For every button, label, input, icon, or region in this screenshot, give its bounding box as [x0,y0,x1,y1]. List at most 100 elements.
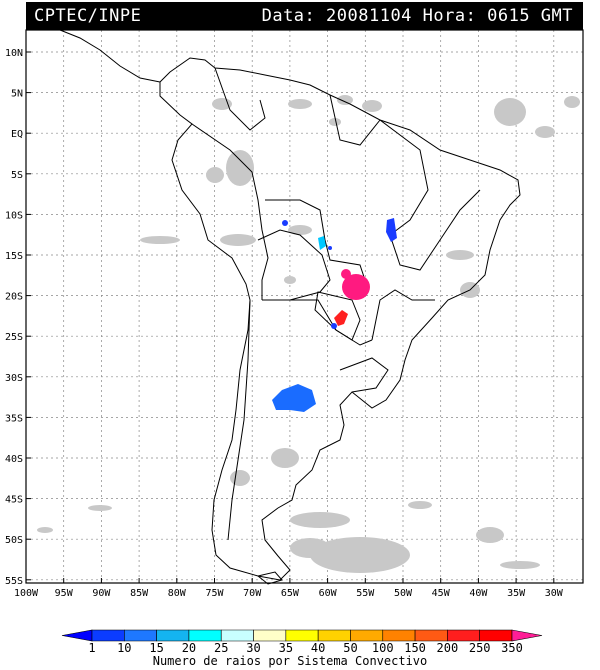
cloud-patch [310,537,410,573]
lon-label: 95W [55,588,74,599]
hour-value: 0615 GMT [487,6,573,26]
border-argentina-north [262,299,373,346]
colorbar-cell [285,629,319,642]
lon-label: 75W [205,588,224,599]
cs-paraguay [334,310,348,326]
cs-mato-grosso [318,236,326,250]
lon-label: 55W [356,588,375,599]
colorbar-cell [414,629,448,642]
colorbar-tick-label: 50 [343,641,357,655]
colorbar-tick-label: 40 [311,641,325,655]
lon-label: 35W [507,588,526,599]
cloud-patch [271,448,299,468]
lat-label: 50S [5,535,23,546]
cloud-patch [288,225,312,235]
colorbar-cell [317,629,351,642]
tierra-del-fuego [256,571,283,585]
cloud-patch [226,150,254,186]
lat-label: 55S [5,576,23,587]
lat-label: 10S [5,210,23,221]
cs-mato-grosso-sul-a [341,269,351,279]
cloud-patch [500,561,540,569]
hour-label: Hora: [422,6,477,26]
colorbar-cell [382,629,416,642]
colorbar-cell [479,629,513,642]
colorbar-cell [511,629,543,642]
colorbar-cell [447,629,480,642]
colorbar-caption: Numero de raios por Sistema Convectivo [153,654,428,668]
coastlines-and-borders [59,29,521,585]
lon-label: 90W [92,588,111,599]
colorbar-cell [124,629,157,642]
lat-label: 5S [11,170,23,181]
colorbar-tick-label: 200 [437,641,459,655]
lat-label: 30S [5,373,23,384]
colorbar-tick-label: 250 [469,641,491,655]
cloud-patch [535,126,555,138]
cs-bolivia-north [282,220,288,226]
cloud-patch [337,95,353,105]
map-frame [25,29,584,584]
colorbar-cell [188,629,222,642]
cloud-patch [564,96,580,108]
lat-label: 25S [5,332,23,343]
latitude-labels: 10N 5N EQ 5S 10S 15S 20S 25S 30S 35S 40S 45S 50S 55S [5,48,31,587]
header-bar: CPTEC/INPE Data: 20081104 Hora: 0615 GMT [26,2,583,30]
colorbar-tick-label: 1 [88,641,95,655]
border-brazil-west [265,199,366,281]
cloud-patch [476,527,504,543]
border-uruguay [339,357,389,393]
south-america-coastline [159,57,521,581]
lat-label: 45S [5,495,23,506]
cloud-patch [140,236,180,244]
lat-label: 5N [11,89,23,100]
cs-argentina [272,384,316,412]
lat-label: 35S [5,413,23,424]
lon-label: 85W [130,588,149,599]
lon-label: 100W [14,588,39,599]
lon-label: 30W [545,588,564,599]
colorbar-tick-label: 150 [404,641,426,655]
cloud-cover [37,95,580,573]
colorbar-cell [61,629,93,642]
org-label: CPTEC/INPE [34,6,142,26]
lon-label: 50W [394,588,413,599]
lat-label: 10N [5,48,23,59]
longitude-labels: 100W 95W 90W 85W 80W 75W 70W 65W 60W 55W 50W 45W 40W… [14,578,564,599]
colorbar-tick-label: 15 [149,641,163,655]
cloud-patch [446,250,474,260]
lat-label: 20S [5,292,23,303]
cloud-patch [230,470,250,486]
colorbar-tick-labels: 1 10 15 20 25 30 35 40 50 100 150 200 250 350 [88,641,522,655]
timestamp: Data: 20081104 Hora: 0615 GMT [262,6,573,26]
cloud-patch [290,512,350,528]
lon-label: 40W [469,588,488,599]
colorbar-cell [350,629,384,642]
border-colombia-venezuela [214,67,266,131]
cloud-patch [290,538,330,558]
cloud-patch [329,118,341,126]
cloud-patch [220,234,256,246]
border-argentina-chile [227,299,251,541]
colorbar-tick-label: 25 [214,641,228,655]
border-bolivia [257,229,331,301]
lon-label: 70W [243,588,262,599]
lon-label: 65W [281,588,300,599]
colorbar-tick-label: 20 [182,641,196,655]
colorbar-cell [220,629,254,642]
lon-label: 45W [432,588,451,599]
cloud-patch [408,501,432,509]
lon-label: 80W [168,588,187,599]
cloud-patch [494,98,526,126]
cloud-patch [206,167,224,183]
border-guianas [329,94,381,146]
cloud-patch [37,527,53,533]
central-america-coast [59,29,161,83]
date-label: Data: [261,6,316,26]
grid-lines [26,30,583,583]
border-brazil-south [371,289,435,341]
cloud-patch [362,100,382,112]
cs-mato-grosso-sul [342,274,370,300]
lat-label: EQ [11,129,23,140]
lat-label: 40S [5,454,23,465]
